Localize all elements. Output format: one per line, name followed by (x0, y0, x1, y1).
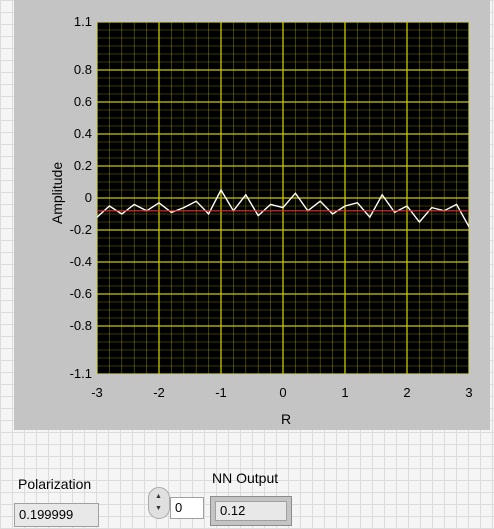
decrement-arrow-icon[interactable]: ▼ (155, 505, 162, 512)
y-tick-label: -0.4 (69, 254, 92, 269)
x-tick-label: 1 (341, 385, 349, 400)
x-tick-label: -3 (91, 385, 103, 400)
numeric-control-input[interactable]: 0 (170, 497, 204, 519)
series-noise-line (97, 188, 469, 228)
nn-output-label: NN Output (212, 470, 279, 486)
x-tick-label: 3 (465, 385, 473, 400)
nn-output-indicator: 0.12 (210, 496, 292, 526)
y-tick-label: 0.8 (73, 62, 92, 77)
y-tick-label: -0.6 (69, 286, 92, 301)
y-axis-label: Amplitude (49, 161, 65, 225)
y-tick-label: 0.4 (73, 126, 92, 141)
increment-arrow-icon[interactable]: ▲ (155, 493, 162, 500)
x-tick-label: -1 (215, 385, 227, 400)
x-axis-label: R (281, 411, 292, 427)
waveform-plot (97, 22, 469, 374)
increment-decrement-spinner[interactable]: ▲ ▼ (148, 487, 170, 519)
y-tick-label: -0.8 (69, 318, 92, 333)
polarization-indicator: 0.199999 (14, 503, 99, 527)
y-tick-label: -1.1 (69, 366, 92, 381)
y-tick-label: 0.6 (73, 94, 92, 109)
y-tick-label: -0.2 (69, 222, 92, 237)
nn-output-value: 0.12 (215, 501, 287, 521)
x-tick-label: 2 (403, 385, 411, 400)
y-tick-label: 0 (84, 190, 92, 205)
x-tick-label: -2 (153, 385, 165, 400)
x-tick-label: 0 (279, 385, 287, 400)
polarization-label: Polarization (18, 476, 92, 492)
y-tick-label: 0.2 (73, 158, 92, 173)
y-tick-label: 1.1 (73, 14, 92, 29)
